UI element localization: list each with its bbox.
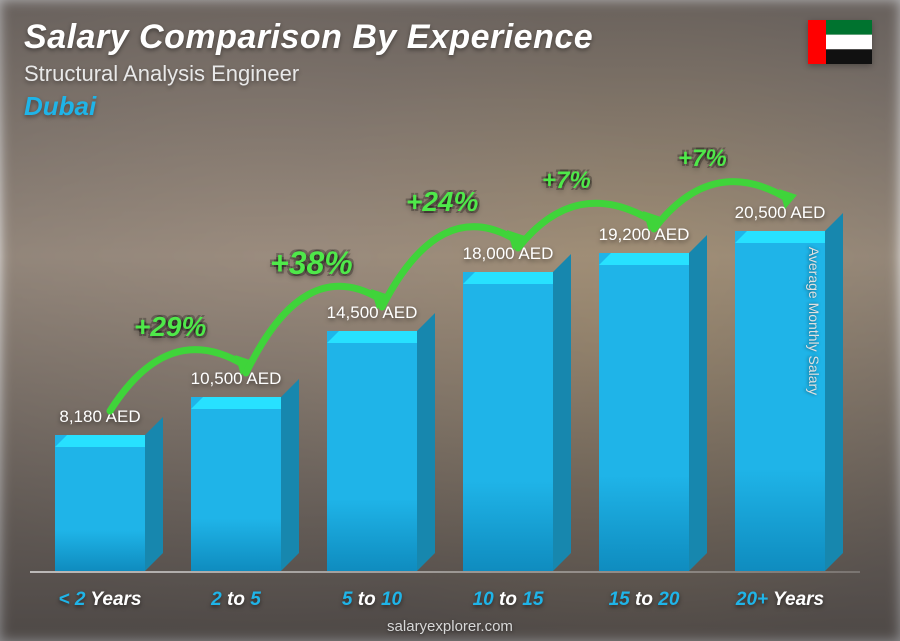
bar-front xyxy=(55,435,145,571)
chart-baseline xyxy=(30,571,860,573)
category-label: 20+ Years xyxy=(720,589,840,611)
bar-value-label: 20,500 AED xyxy=(735,203,826,223)
bar-side-face xyxy=(417,313,435,571)
bar-top-face xyxy=(55,435,157,447)
bar-front xyxy=(191,397,281,571)
category-axis: < 2 Years 2 to 5 5 to 10 10 to 15 15 to 20 20… xyxy=(40,589,840,611)
bar xyxy=(327,331,417,571)
category-label: 2 to 5 xyxy=(176,589,296,611)
location-label: Dubai xyxy=(24,91,876,122)
bar-top-face xyxy=(327,331,429,343)
delta-label: +24% xyxy=(406,186,478,218)
bar-front xyxy=(463,272,553,571)
bar-top-face xyxy=(735,231,837,243)
page-subtitle: Structural Analysis Engineer xyxy=(24,61,876,87)
category-label: 5 to 10 xyxy=(312,589,432,611)
bar-group: 14,500 AED xyxy=(312,303,432,571)
y-axis-label: Average Monthly Salary xyxy=(806,246,822,394)
bar-value-label: 18,000 AED xyxy=(463,244,554,264)
bar-value-label: 10,500 AED xyxy=(191,369,282,389)
bar-side-face xyxy=(689,235,707,571)
bar-group: 18,000 AED xyxy=(448,244,568,571)
category-label: < 2 Years xyxy=(40,589,160,611)
bar-front xyxy=(327,331,417,571)
delta-label: +38% xyxy=(270,245,353,282)
bar-side-face xyxy=(145,417,163,571)
category-label: 15 to 20 xyxy=(584,589,704,611)
bar-value-label: 14,500 AED xyxy=(327,303,418,323)
bar xyxy=(55,435,145,571)
bar-side-face xyxy=(553,254,571,571)
bar-top-face xyxy=(463,272,565,284)
bar-side-face xyxy=(825,213,843,571)
header: Salary Comparison By Experience Structur… xyxy=(24,18,876,122)
bar-side-face xyxy=(281,379,299,571)
delta-label: +7% xyxy=(678,145,727,173)
bar-group: 10,500 AED xyxy=(176,369,296,571)
bar-top-face xyxy=(599,253,701,265)
bar xyxy=(463,272,553,571)
page-title: Salary Comparison By Experience xyxy=(24,18,876,57)
bar-value-label: 8,180 AED xyxy=(59,407,140,427)
bar-group: 19,200 AED xyxy=(584,225,704,571)
bar-front xyxy=(599,253,689,571)
footer-credit: salaryexplorer.com xyxy=(0,618,900,635)
bar-group: 8,180 AED xyxy=(40,407,160,571)
bar-value-label: 19,200 AED xyxy=(599,225,690,245)
delta-label: +29% xyxy=(134,311,206,343)
category-label: 10 to 15 xyxy=(448,589,568,611)
delta-label: +7% xyxy=(542,167,591,195)
bar xyxy=(599,253,689,571)
bar-top-face xyxy=(191,397,293,409)
bar xyxy=(191,397,281,571)
flag-icon xyxy=(808,20,872,64)
